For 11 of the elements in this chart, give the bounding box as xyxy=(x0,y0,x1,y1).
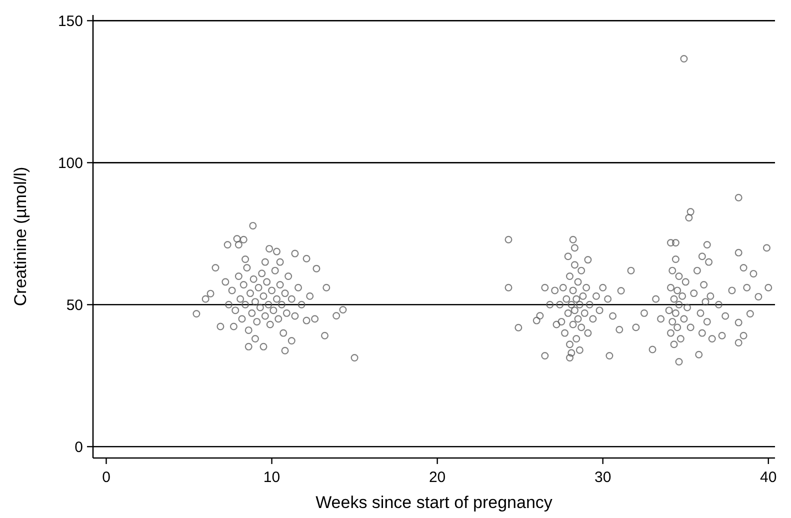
x-axis-title: Weeks since start of pregnancy xyxy=(316,493,553,512)
x-tick-label: 0 xyxy=(102,469,110,486)
y-axis-title: Creatinine (µmol/l) xyxy=(11,166,30,306)
y-tick-label: 50 xyxy=(66,296,83,314)
x-tick-label: 30 xyxy=(594,469,612,486)
y-tick-label: 0 xyxy=(74,438,83,456)
y-tick-label: 150 xyxy=(58,12,83,30)
x-tick-label: 10 xyxy=(263,469,280,486)
x-tick-label: 20 xyxy=(428,469,446,486)
x-tick-label: 40 xyxy=(760,469,777,486)
y-tick-label: 100 xyxy=(58,154,83,172)
